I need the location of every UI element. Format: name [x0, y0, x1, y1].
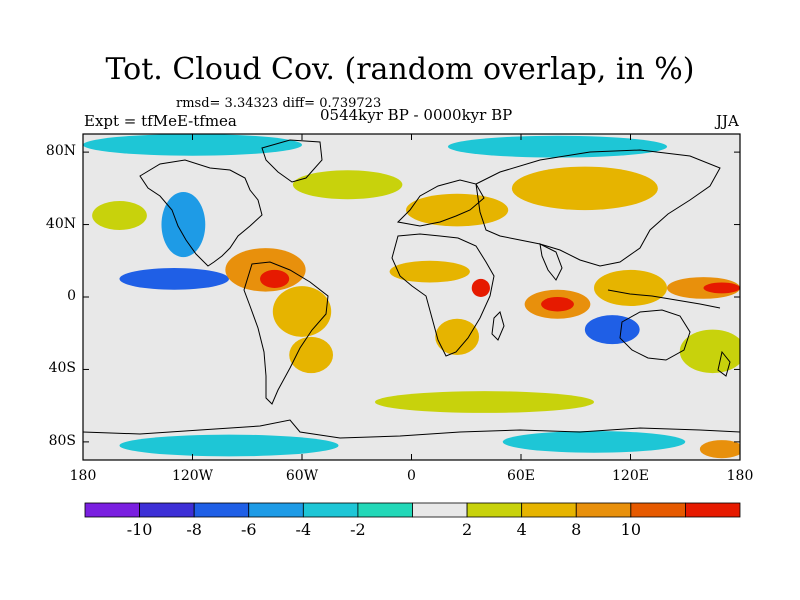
colorbar-label: 8	[571, 520, 582, 539]
colorbar-label: -8	[186, 520, 202, 539]
colorbar-box	[357, 502, 413, 518]
anomaly-region-e-africa-peak	[471, 278, 490, 298]
colorbar-label: 2	[461, 520, 473, 539]
anomaly-region-caribbean-peak	[260, 269, 290, 288]
lat-tick-label: 40S	[48, 360, 76, 377]
anomaly-region-n-america-negative	[161, 191, 206, 258]
lon-tick-label: 180	[726, 468, 754, 484]
colorbar-box	[685, 502, 741, 518]
colorbar-box	[575, 502, 632, 518]
colorbar-box	[521, 502, 577, 518]
anomaly-region-s-america-positive	[289, 336, 334, 374]
anomaly-region-arctic-band-east	[448, 135, 667, 158]
map-title: Tot. Cloud Cov. (random overlap, in %)	[105, 52, 695, 87]
map-ticks	[82, 134, 741, 460]
experiment-label: Expt = tfMeE-tfmea	[84, 112, 237, 130]
colorbar-label: -2	[350, 520, 366, 539]
colorbar-box	[630, 502, 686, 518]
colorbar-label: -4	[295, 520, 312, 539]
colorbar-box	[84, 502, 140, 518]
colorbar-label: 4	[516, 520, 527, 539]
season-label: JJA	[716, 112, 739, 130]
colorbar-box	[248, 502, 304, 518]
anomaly-region-w-pacific-peak	[703, 282, 740, 294]
colorbar-box	[139, 502, 195, 518]
anomaly-region-arctic-band	[83, 134, 302, 156]
anomaly-region-siberia-positive	[511, 166, 658, 211]
lat-tick-label: 80N	[45, 143, 76, 160]
lon-tick-label: 60E	[506, 468, 536, 484]
period-label: 0544kyr BP - 0000kyr BP	[320, 106, 513, 124]
coastlines	[83, 139, 740, 439]
lon-tick-label: 180	[69, 468, 97, 484]
colorbar-box	[412, 502, 468, 518]
anomaly-region-s-africa-positive	[435, 318, 480, 355]
anomaly-region-antarctic-positive	[699, 440, 740, 459]
lat-tick-label: 80S	[48, 432, 76, 449]
colorbar-label: -10	[126, 520, 153, 539]
anomaly-region-antarctic-negative	[119, 434, 339, 457]
anomaly-region-australia-negative	[584, 315, 640, 345]
anomaly-region-e-pacific-negative	[119, 268, 229, 290]
anomaly-region-s-pacific-positive	[679, 329, 740, 374]
lon-tick-label: 0	[407, 468, 416, 484]
anomaly-region-sahel-positive	[389, 260, 470, 283]
lon-tick-label: 60W	[285, 468, 319, 484]
lat-tick-label: 40N	[45, 215, 76, 232]
anomaly-region-n-pacific-positive	[92, 201, 147, 230]
colorbar-box	[302, 502, 359, 518]
anomaly-region-amazon-positive	[272, 286, 332, 337]
colorbar-label: -6	[240, 520, 257, 539]
lon-tick-label: 120E	[612, 468, 649, 484]
anomaly-region-indian-ocean-peak	[541, 297, 574, 312]
lat-tick-label: 0	[67, 288, 76, 304]
anomaly-region-europe-positive	[406, 193, 509, 227]
anomaly-region-s-ocean-positive	[375, 391, 594, 413]
lon-tick-label: 120W	[171, 468, 214, 484]
anomaly-regions	[83, 134, 740, 459]
colorbar	[84, 502, 741, 518]
stats-label: rmsd= 3.34323 diff= 0.739723	[176, 96, 382, 111]
anomaly-region-n-atlantic-positive	[292, 170, 403, 200]
colorbar-label: 10	[620, 520, 641, 539]
colorbar-box	[466, 502, 523, 518]
map-plot-area	[83, 134, 740, 460]
colorbar-box	[193, 502, 250, 518]
anomaly-region-maritime-positive	[594, 269, 667, 307]
anomaly-region-antarctic-negative-east	[502, 431, 686, 453]
